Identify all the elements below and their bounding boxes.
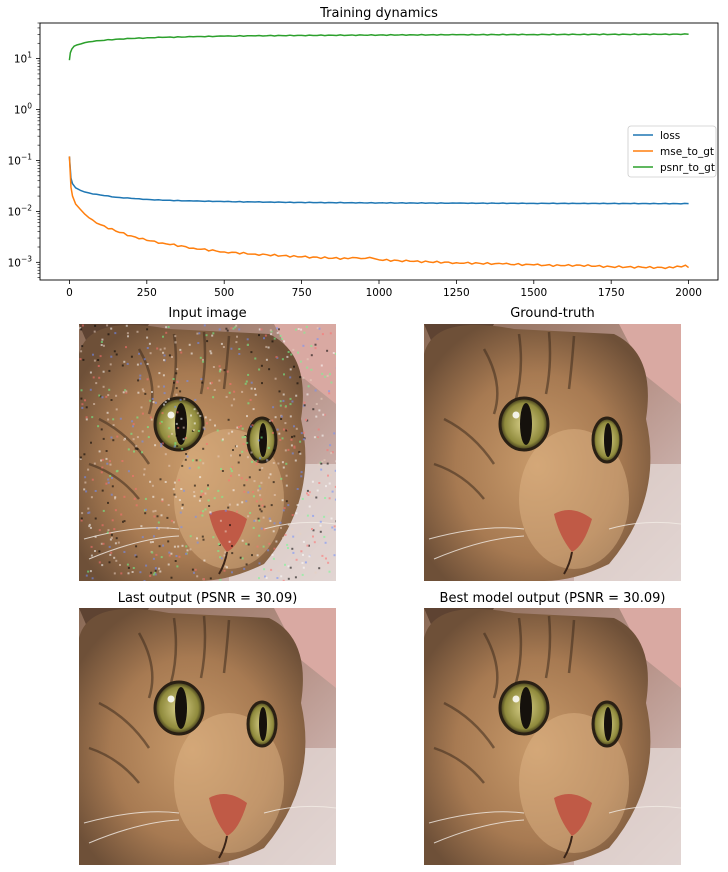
- y-tick-label: 10−3: [8, 254, 33, 269]
- input-image-title: Input image: [168, 306, 247, 321]
- x-tick-label: 500: [214, 287, 234, 299]
- y-tick-label: 100: [14, 102, 32, 117]
- x-tick-label: 0: [66, 287, 73, 299]
- series-line-mse_to_gt: [68, 156, 690, 270]
- x-tick-label: 750: [292, 287, 312, 299]
- cat-illustration: [79, 324, 336, 581]
- training-dynamics-chart: Training dynamics 0 250 500 750 1000 1250 1500…: [8, 6, 719, 299]
- legend-frame: [627, 125, 717, 178]
- x-tick-label: 250: [137, 287, 157, 299]
- best-model-output-title: Best model output (PSNR = 30.09): [439, 591, 666, 606]
- y-tick-label: 101: [14, 51, 32, 66]
- y-tick-label: 10−2: [8, 203, 33, 218]
- chart-title: Training dynamics: [319, 6, 438, 21]
- x-tick-label: 1000: [366, 287, 393, 299]
- x-tick-label: 1500: [520, 287, 547, 299]
- noise-overlay: [79, 324, 336, 581]
- cat-illustration: [424, 608, 681, 865]
- input-image: [79, 324, 336, 581]
- plot-frame: [39, 22, 719, 281]
- legend-label-loss: loss: [660, 130, 680, 142]
- x-tick-label: 2000: [675, 287, 702, 299]
- cat-illustration: [79, 608, 336, 865]
- last-output-title: Last output (PSNR = 30.09): [117, 591, 298, 606]
- legend-label-mse_to_gt: mse_to_gt: [660, 146, 714, 158]
- ground-truth-title: Ground-truth: [510, 306, 595, 321]
- series-line-psnr_to_gt: [68, 33, 689, 61]
- legend-label-psnr_to_gt: psnr_to_gt: [660, 162, 715, 174]
- best-model-output-image: [424, 608, 681, 865]
- legend: loss mse_to_gt psnr_to_gt: [627, 125, 717, 178]
- cat-illustration: [424, 324, 681, 581]
- x-tick-label: 1750: [598, 287, 625, 299]
- y-tick-label: 10−1: [8, 152, 33, 167]
- last-output-image: [79, 608, 336, 865]
- x-tick-label: 1250: [443, 287, 470, 299]
- ground-truth-image: [424, 324, 681, 581]
- series-line-loss: [68, 156, 689, 205]
